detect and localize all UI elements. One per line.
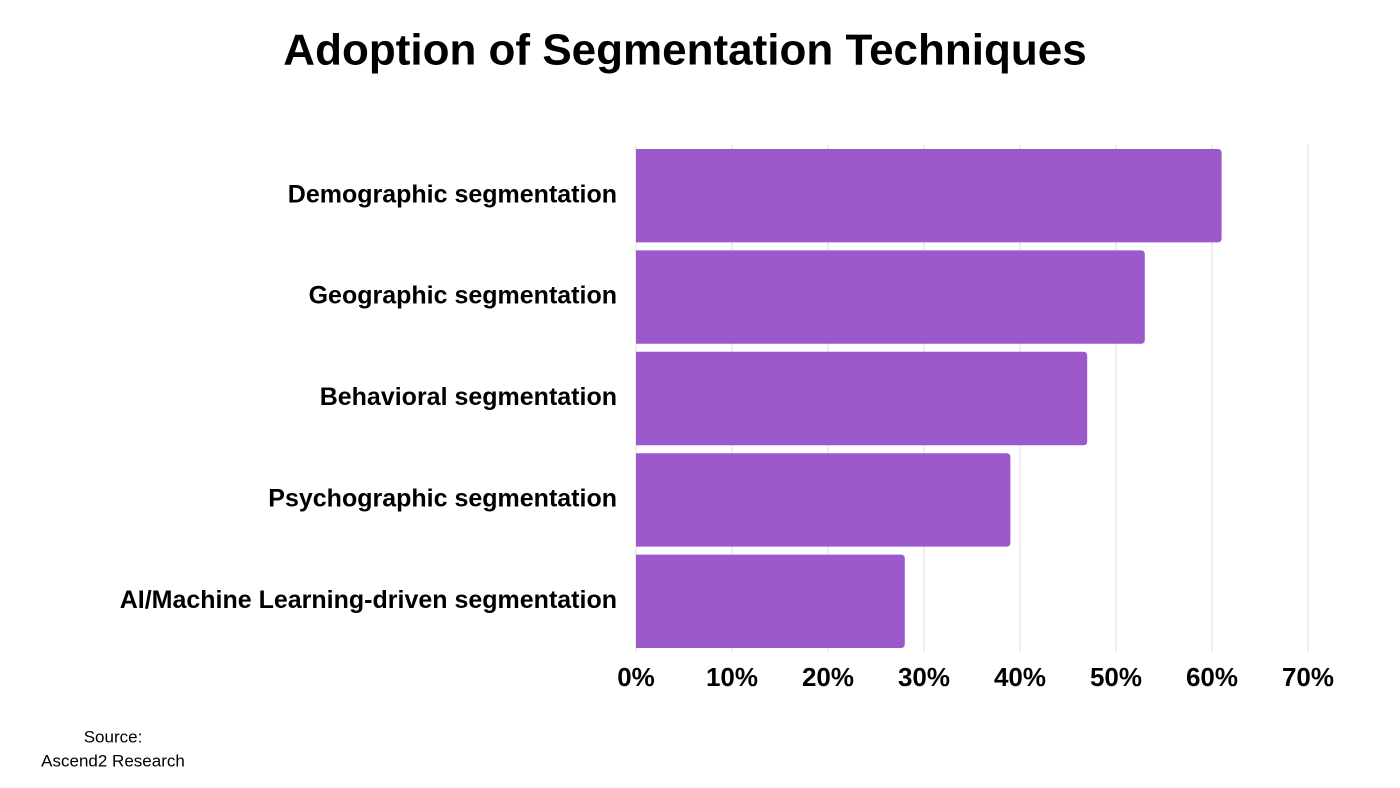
x-tick-label: 40% bbox=[994, 662, 1046, 692]
x-tick-label: 50% bbox=[1090, 662, 1142, 692]
y-tick-label: Geographic segmentation bbox=[309, 282, 617, 310]
bar bbox=[636, 453, 1011, 547]
bar bbox=[636, 149, 1222, 243]
x-tick-label: 0% bbox=[617, 662, 655, 692]
x-tick-label: 20% bbox=[802, 662, 854, 692]
y-tick-label: AI/Machine Learning-driven segmentation bbox=[120, 586, 617, 614]
chart-title: Adoption of Segmentation Techniques bbox=[283, 26, 1086, 75]
x-tick-label: 30% bbox=[898, 662, 950, 692]
y-tick-label: Behavioral segmentation bbox=[320, 383, 617, 411]
x-tick-label: 10% bbox=[706, 662, 758, 692]
y-tick-label: Psychographic segmentation bbox=[268, 485, 617, 513]
source: Ascend2 Research bbox=[41, 751, 185, 770]
y-tick-label: Demographic segmentation bbox=[288, 180, 617, 208]
source-label: Source: bbox=[84, 727, 143, 746]
bar bbox=[636, 554, 905, 648]
x-tick-label: 60% bbox=[1186, 662, 1238, 692]
bar bbox=[636, 250, 1145, 344]
x-tick-label: 70% bbox=[1282, 662, 1334, 692]
bar bbox=[636, 351, 1088, 446]
